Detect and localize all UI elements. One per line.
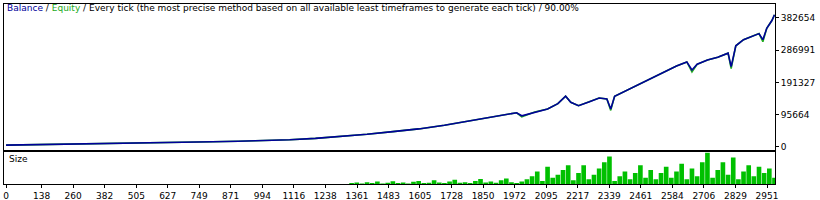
svg-text:749: 749 <box>191 191 208 200</box>
svg-text:Balance / Equity / Every tick: Balance / Equity / Every tick (the most … <box>7 3 579 13</box>
svg-text:2217: 2217 <box>566 191 589 200</box>
svg-text:260: 260 <box>65 191 82 200</box>
svg-text:505: 505 <box>128 191 145 200</box>
svg-text:1605: 1605 <box>408 191 431 200</box>
svg-text:627: 627 <box>159 191 176 200</box>
svg-text:2951: 2951 <box>756 191 779 200</box>
svg-text:1972: 1972 <box>503 191 526 200</box>
svg-text:2461: 2461 <box>629 191 652 200</box>
svg-text:2095: 2095 <box>535 191 558 200</box>
svg-text:2829: 2829 <box>724 191 747 200</box>
svg-text:2339: 2339 <box>598 191 621 200</box>
svg-text:1483: 1483 <box>377 191 400 200</box>
svg-text:95664: 95664 <box>781 110 810 120</box>
svg-text:1850: 1850 <box>472 191 495 200</box>
svg-text:Size: Size <box>9 154 28 164</box>
svg-text:2584: 2584 <box>661 191 684 200</box>
svg-text:0: 0 <box>3 191 9 200</box>
svg-text:994: 994 <box>254 191 271 200</box>
svg-text:286991: 286991 <box>781 45 815 55</box>
svg-text:1361: 1361 <box>346 191 369 200</box>
svg-text:0: 0 <box>781 142 787 152</box>
svg-text:1238: 1238 <box>314 191 337 200</box>
svg-text:138: 138 <box>33 191 50 200</box>
svg-text:191327: 191327 <box>781 78 815 88</box>
svg-text:1728: 1728 <box>440 191 463 200</box>
svg-text:871: 871 <box>222 191 239 200</box>
svg-text:2706: 2706 <box>692 191 715 200</box>
svg-text:382: 382 <box>96 191 113 200</box>
svg-text:1116: 1116 <box>282 191 305 200</box>
svg-text:382654: 382654 <box>781 13 816 23</box>
